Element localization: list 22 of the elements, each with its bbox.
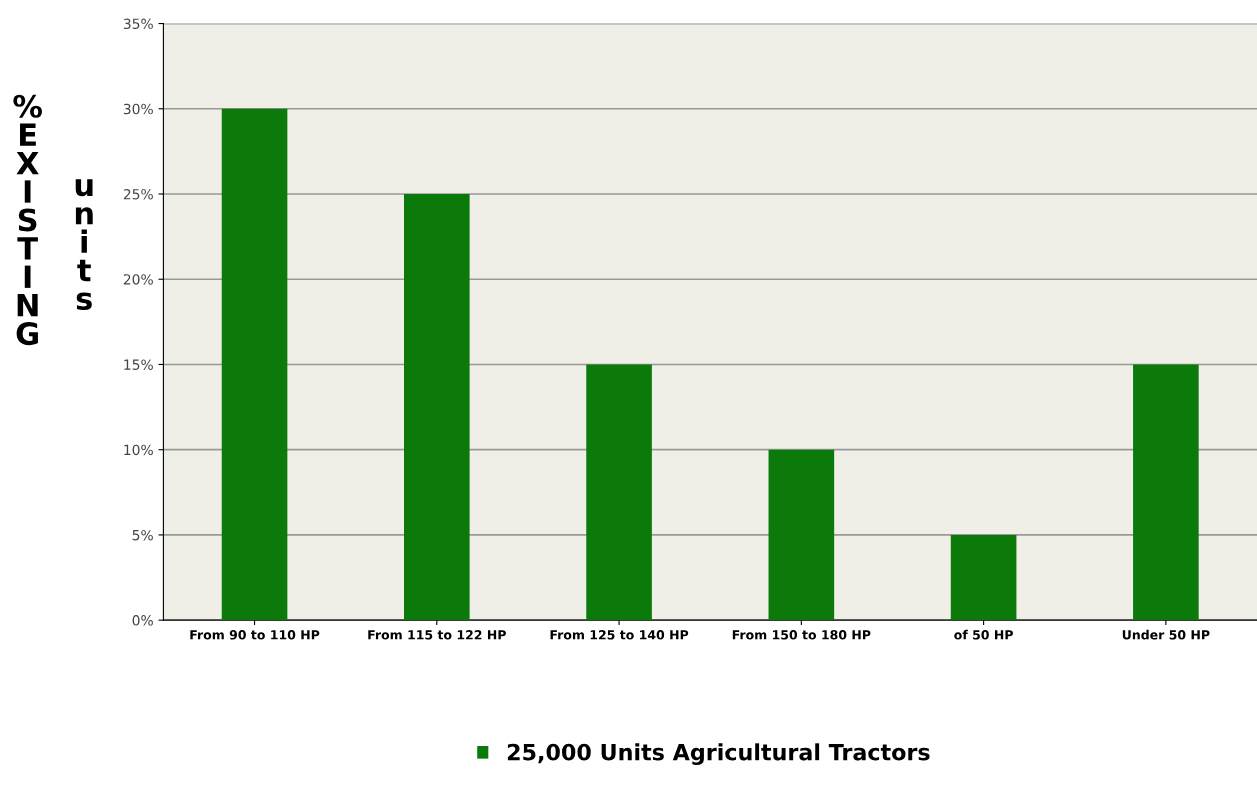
bar	[768, 449, 835, 621]
bar	[950, 534, 1017, 621]
x-tick-label: From 125 to 140 HP	[550, 630, 689, 640]
bar	[1133, 364, 1199, 621]
y-tick-label: 25%	[123, 188, 153, 200]
bar	[586, 364, 652, 621]
y-tick-label: 10%	[124, 444, 153, 456]
bar	[404, 194, 470, 621]
text: %EXISTING units	[13, 94, 93, 346]
legend-label: 25,000 Units Agricultural Tractors	[507, 743, 930, 765]
x-tick-label: From 90 to 110 HP	[190, 630, 320, 640]
y-tick-label: 20%	[123, 274, 153, 285]
bar	[221, 108, 288, 621]
y-tick-label: 0%	[132, 615, 153, 626]
x-tick-label: From 150 to 180 HP	[732, 630, 871, 640]
x-tick-label: Under 50 HP	[1122, 629, 1210, 640]
y-tick-label: 30%	[123, 103, 153, 115]
y-tick-label: 5%	[132, 529, 153, 541]
x-tick-label: of 50 HP	[954, 629, 1013, 640]
y-tick-label: 35%	[123, 18, 153, 30]
x-tick-label: From 115 to 122 HP	[368, 630, 506, 640]
y-tick-label: 15%	[124, 359, 153, 370]
